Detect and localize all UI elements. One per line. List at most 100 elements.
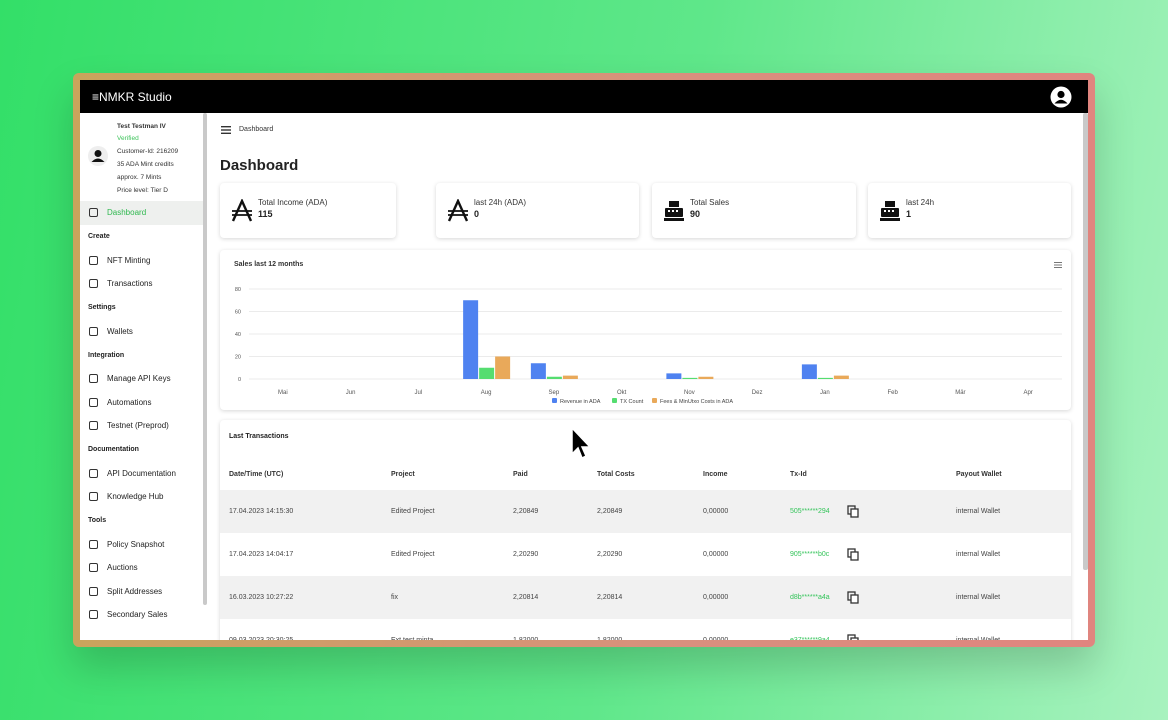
x-tick-label: Mai: [278, 390, 288, 396]
nav-item[interactable]: Auctions: [80, 556, 203, 580]
legend-swatch: [612, 398, 617, 403]
column-header: Payout Wallet: [956, 471, 1002, 478]
nav-icon: [89, 326, 98, 336]
nav-item[interactable]: Testnet (Preprod): [80, 414, 203, 438]
nav-label: Transactions: [107, 279, 153, 289]
table-cell: Edited Project: [391, 551, 435, 558]
legend-swatch: [652, 398, 657, 403]
user-name: Test Testman IV: [117, 123, 166, 130]
chart-menu[interactable]: [1054, 262, 1062, 268]
nav-item[interactable]: Dashboard: [80, 201, 203, 225]
stat-card: last 24h (ADA) 0: [436, 183, 639, 238]
x-tick-label: Sep: [549, 390, 560, 396]
tx-id-link[interactable]: 905******b0c: [790, 551, 830, 558]
column-header: Date/Time (UTC): [229, 471, 284, 478]
stat-value: 1: [906, 209, 912, 219]
nav-item[interactable]: Knowledge Hub: [80, 485, 203, 509]
chart-title: Sales last 12 months: [234, 261, 303, 268]
app-window: ≡NMKR Studio Test Testman IV Verified Cu…: [80, 80, 1088, 640]
copy-button[interactable]: [847, 591, 859, 604]
nav-item[interactable]: NFT Minting: [80, 249, 203, 273]
bar: [817, 377, 833, 379]
x-tick-label: Apr: [1023, 390, 1032, 396]
nav-item[interactable]: Secondary Sales: [80, 603, 203, 627]
table-cell: Ext test minta: [391, 637, 433, 640]
menu-toggle[interactable]: [221, 126, 231, 134]
user-avatar: [88, 146, 108, 166]
stat-card: Total Sales 90: [652, 183, 856, 238]
x-tick-label: Jan: [820, 390, 830, 396]
bar: [698, 376, 714, 379]
nav-section-title: Integration: [88, 351, 125, 359]
column-header: Tx-Id: [790, 471, 807, 478]
nav-item[interactable]: Automations: [80, 391, 203, 415]
stat-card: last 24h 1: [868, 183, 1071, 238]
tx-id-link[interactable]: d8b******a4a: [790, 594, 830, 601]
nav-label: Dashboard: [107, 208, 147, 218]
table-cell: 09.03.2023 20:30:25: [229, 637, 293, 640]
bar: [682, 377, 698, 379]
nav-item[interactable]: API Documentation: [80, 462, 203, 486]
nav-label: Auctions: [107, 563, 138, 573]
copy-button[interactable]: [847, 505, 859, 518]
table-cell: 2,20290: [597, 551, 623, 558]
copy-icon: [847, 634, 859, 640]
nav-item[interactable]: Policy Snapshot: [80, 533, 203, 557]
table-cell: 1,82000: [513, 637, 538, 640]
legend-swatch: [552, 398, 557, 403]
copy-button[interactable]: [847, 548, 859, 561]
legend-label: Revenue in ADA: [560, 399, 601, 405]
y-tick-label: 40: [235, 332, 241, 338]
x-tick-label: Nov: [684, 390, 695, 396]
sidebar-scrollbar[interactable]: [203, 113, 207, 605]
table-row-bg: [220, 490, 1071, 533]
nav-menu: Dashboard Create NFT Minting Transactions Se…: [80, 201, 203, 627]
stat-icon: [880, 201, 900, 221]
bar: [666, 373, 682, 379]
nav-icon: [89, 563, 98, 573]
table-cell: 0,00000: [703, 594, 729, 601]
top-bar: ≡NMKR Studio: [80, 80, 1088, 113]
copy-button[interactable]: [847, 634, 859, 640]
user-status: Verified: [117, 135, 139, 142]
logo[interactable]: ≡NMKR Studio: [92, 90, 172, 104]
x-tick-label: Okt: [617, 390, 627, 396]
nav-icon: [89, 208, 98, 218]
stat-value: 90: [690, 209, 701, 219]
nav-icon: [89, 539, 98, 549]
nav-section-title: Documentation: [88, 446, 139, 453]
nav-item[interactable]: Wallets: [80, 320, 203, 344]
stat-card: Total Income (ADA) 115: [220, 183, 396, 238]
nav-label: Automations: [107, 397, 152, 407]
y-tick-label: 80: [235, 287, 241, 293]
price-level: Price level: Tier D: [117, 187, 168, 194]
table-cell: 2,20290: [513, 551, 539, 558]
mouse-cursor: [571, 426, 592, 460]
tx-id-link[interactable]: 505******294: [790, 508, 830, 515]
transactions-card: Last Transactions Date/Time (UTC) Project…: [220, 420, 1071, 640]
table-cell: Edited Project: [391, 508, 435, 515]
nav-label: API Documentation: [107, 468, 176, 478]
y-tick-label: 20: [235, 355, 241, 361]
sales-chart: Sales last 12 months 0 20 40 60 80 Mai Jun Jul A…: [234, 261, 1062, 405]
bar: [833, 375, 849, 379]
nav-section-title: Settings: [88, 304, 116, 311]
table-cell: 0,00000: [703, 637, 728, 640]
nav-icon: [89, 421, 98, 431]
column-header: Total Costs: [597, 471, 635, 478]
tx-id-link[interactable]: e37******9a4: [790, 637, 830, 640]
main-scrollbar[interactable]: [1083, 113, 1088, 570]
account-avatar[interactable]: [1050, 86, 1072, 108]
nav-label: Split Addresses: [107, 586, 163, 596]
stat-label: last 24h: [906, 198, 935, 207]
nav-item[interactable]: Manage API Keys: [80, 367, 203, 391]
copy-icon: [847, 505, 859, 518]
nav-section-title: Create: [88, 233, 110, 240]
table-cell: 1,82000: [597, 637, 622, 640]
nav-item[interactable]: Transactions: [80, 272, 203, 296]
nav-label: Manage API Keys: [107, 374, 171, 384]
nav-section-title: Tools: [88, 517, 107, 524]
nav-item[interactable]: Split Addresses: [80, 580, 203, 604]
x-tick-label: Dez: [752, 390, 763, 396]
